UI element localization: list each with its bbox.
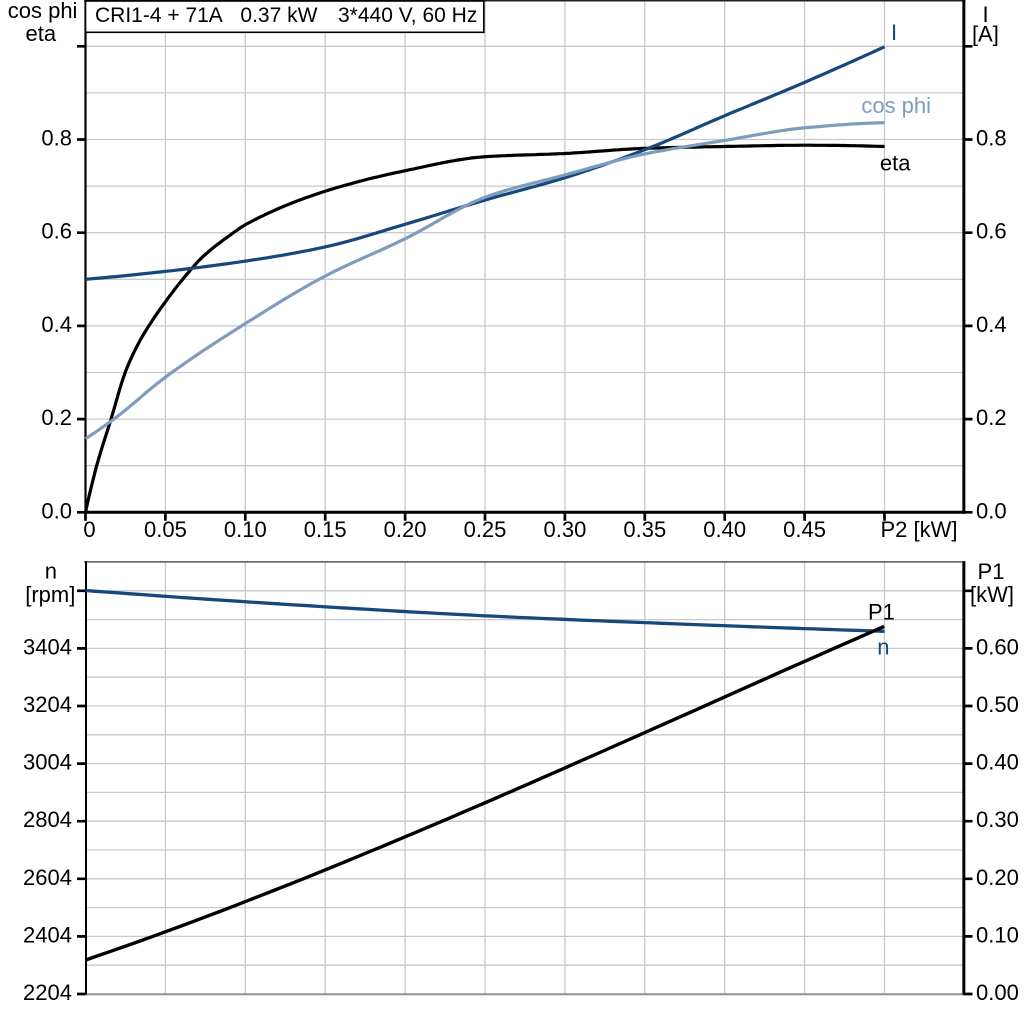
svg-text:0.30: 0.30 [976, 807, 1019, 832]
svg-text:n: n [877, 634, 889, 659]
svg-text:0.15: 0.15 [304, 517, 347, 542]
svg-text:P1: P1 [978, 559, 1005, 584]
svg-text:0.6: 0.6 [976, 219, 1007, 244]
svg-text:I: I [891, 20, 897, 45]
svg-text:0.45: 0.45 [783, 517, 826, 542]
svg-text:2804: 2804 [23, 807, 72, 832]
svg-text:cos phi: cos phi [8, 0, 78, 23]
svg-text:P2 [kW]: P2 [kW] [881, 517, 958, 542]
svg-text:0.8: 0.8 [976, 126, 1007, 151]
svg-text:0.30: 0.30 [543, 517, 586, 542]
svg-text:0.05: 0.05 [144, 517, 187, 542]
svg-text:0.8: 0.8 [41, 126, 72, 151]
svg-text:3004: 3004 [23, 750, 72, 775]
svg-text:eta: eta [880, 150, 911, 175]
svg-text:0.4: 0.4 [976, 312, 1007, 337]
svg-text:[kW]: [kW] [970, 582, 1014, 607]
svg-text:I: I [982, 2, 988, 27]
svg-text:2404: 2404 [23, 922, 72, 947]
svg-text:0.20: 0.20 [384, 517, 427, 542]
svg-text:0.60: 0.60 [976, 634, 1019, 659]
svg-text:0.25: 0.25 [464, 517, 507, 542]
svg-text:3204: 3204 [23, 692, 72, 717]
svg-text:cos phi: cos phi [861, 93, 931, 118]
svg-text:0: 0 [83, 517, 95, 542]
svg-text:3404: 3404 [23, 634, 72, 659]
svg-text:0.6: 0.6 [41, 219, 72, 244]
svg-text:2604: 2604 [23, 865, 72, 890]
svg-text:eta: eta [26, 21, 57, 46]
svg-text:0.0: 0.0 [41, 498, 72, 523]
svg-text:0.35: 0.35 [623, 517, 666, 542]
svg-text:0.2: 0.2 [976, 405, 1007, 430]
svg-text:0.37 kW: 0.37 kW [240, 4, 317, 27]
svg-text:n: n [45, 559, 57, 584]
svg-text:0.40: 0.40 [976, 750, 1019, 775]
svg-text:0.10: 0.10 [976, 922, 1019, 947]
svg-text:[rpm]: [rpm] [25, 582, 75, 607]
svg-text:3*440 V, 60 Hz: 3*440 V, 60 Hz [338, 4, 477, 27]
svg-text:0.40: 0.40 [703, 517, 746, 542]
svg-text:0.00: 0.00 [976, 980, 1019, 1005]
svg-text:CRI1-4 + 71A: CRI1-4 + 71A [95, 4, 223, 27]
svg-text:0.50: 0.50 [976, 692, 1019, 717]
svg-text:[A]: [A] [972, 22, 999, 47]
svg-text:0.4: 0.4 [41, 312, 72, 337]
svg-text:2204: 2204 [23, 980, 72, 1005]
svg-text:0.0: 0.0 [976, 498, 1007, 523]
svg-text:0.2: 0.2 [41, 405, 72, 430]
svg-text:0.10: 0.10 [224, 517, 267, 542]
svg-text:P1: P1 [868, 600, 895, 625]
svg-text:0.20: 0.20 [976, 865, 1019, 890]
